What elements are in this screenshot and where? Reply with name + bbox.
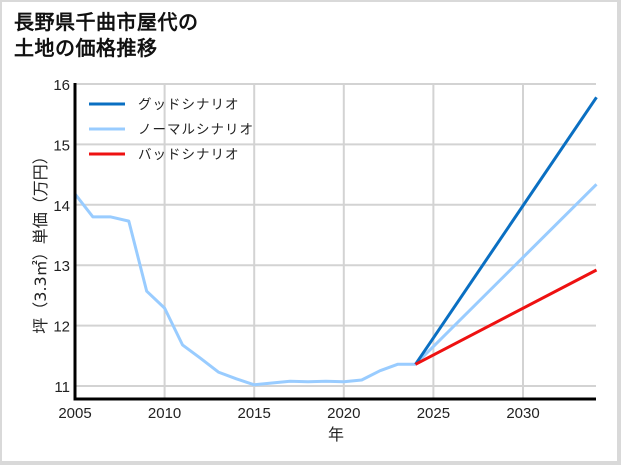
title-line-1: 長野県千曲市屋代の — [14, 10, 199, 34]
y-tick-label: 12 — [53, 319, 70, 336]
x-tick-label: 2005 — [58, 405, 91, 422]
title-line-2: 土地の価格推移 — [14, 36, 158, 60]
y-tick-label: 13 — [53, 258, 70, 275]
legend-label: バッドシナリオ — [138, 147, 240, 163]
tick-labels: 11 12 13 14 15 16 2005 2010 2015 2020 2025 2030 — [53, 77, 539, 422]
legend-label: ノーマルシナリオ — [138, 122, 254, 138]
x-tick-label: 2030 — [506, 405, 539, 422]
chart-title: 長野県千曲市屋代の 土地の価格推移 — [14, 9, 199, 61]
series-line — [73, 183, 598, 387]
y-tick-label: 11 — [54, 379, 70, 396]
chart-frame — [2, 2, 617, 461]
series-line — [414, 268, 598, 366]
x-tick-label: 2020 — [327, 405, 360, 422]
x-tick-label: 2015 — [238, 405, 271, 422]
y-tick-label: 15 — [53, 137, 70, 154]
x-tick-label: 2025 — [417, 405, 450, 422]
series-line — [414, 96, 598, 366]
axes — [73, 83, 596, 401]
gridlines — [75, 83, 596, 399]
x-axis-label: 年 — [328, 425, 344, 444]
y-tick-label: 16 — [53, 77, 70, 94]
legend-label: グッドシナリオ — [138, 97, 240, 113]
x-tick-label: 2010 — [148, 405, 181, 422]
data-series — [73, 96, 598, 387]
y-axis-label: 坪（3.3㎡）単価（万円） — [31, 148, 50, 333]
y-tick-label: 14 — [53, 198, 70, 215]
